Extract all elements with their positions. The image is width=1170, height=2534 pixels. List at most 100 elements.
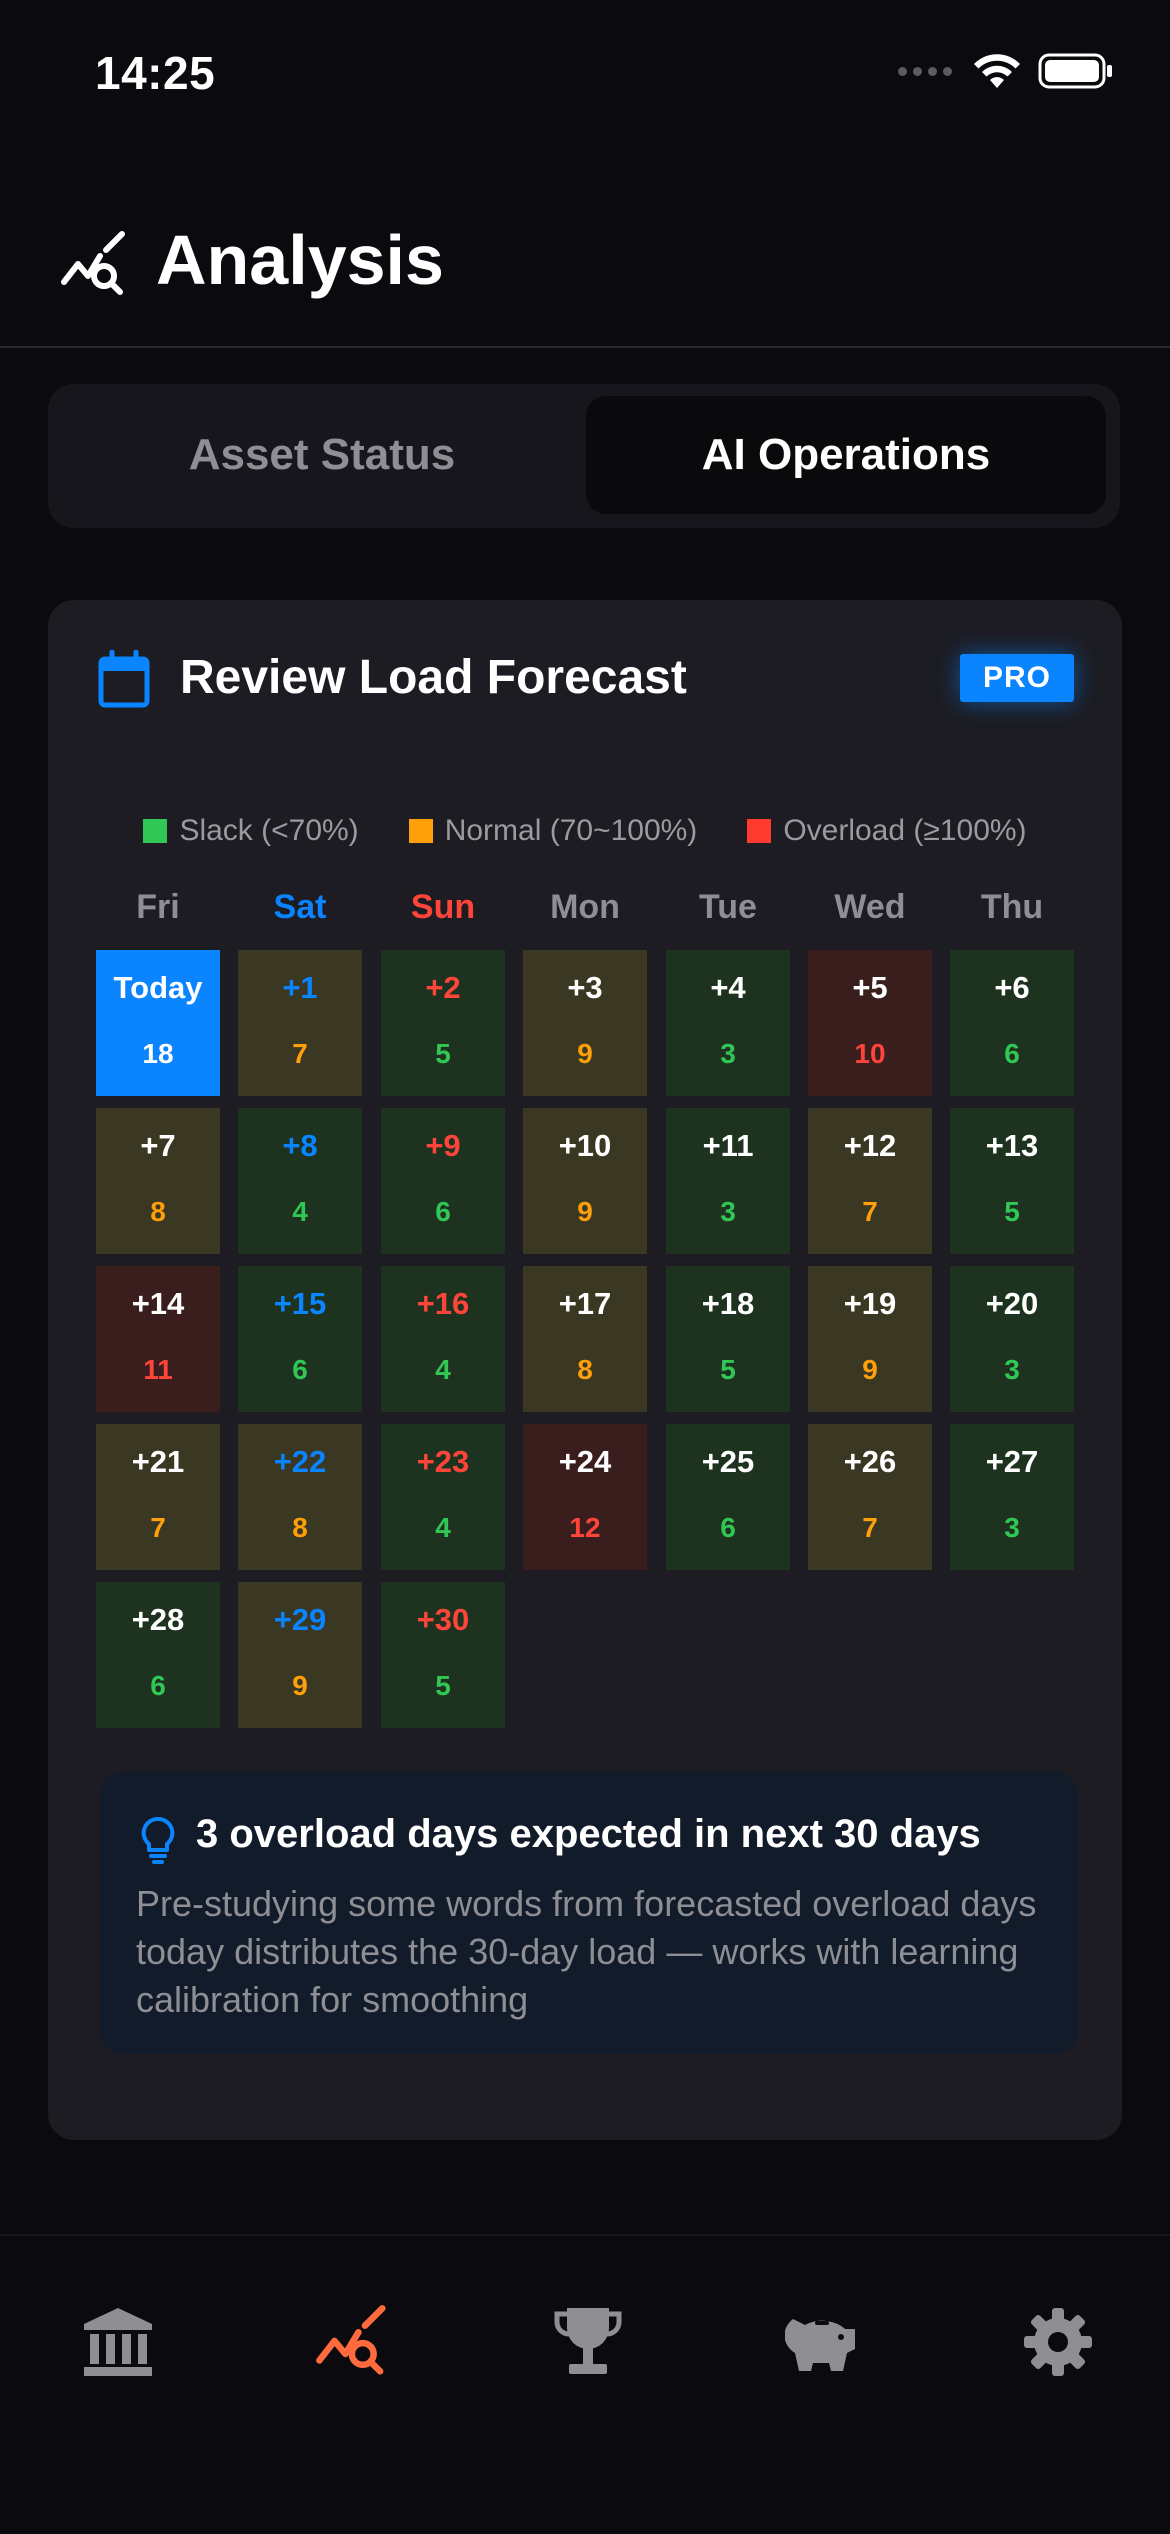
weekday-label: Tue — [699, 888, 757, 926]
day-offset-label: +23 — [416, 1444, 470, 1479]
bank-icon — [84, 2308, 152, 2376]
day-offset-label: +26 — [843, 1444, 897, 1479]
day-review-count: 5 — [1004, 1196, 1020, 1227]
insight-box: 3 overload days expected in next 30 days… — [100, 1772, 1078, 2054]
legend-label: Slack (<70%) — [179, 814, 359, 847]
day-offset-label: +14 — [131, 1286, 185, 1321]
weekday-label: Mon — [550, 888, 620, 926]
day-offset-label: +18 — [701, 1286, 755, 1321]
day-offset-label: +3 — [567, 970, 603, 1005]
day-offset-label: +29 — [273, 1602, 327, 1637]
forecast-day-cell: +1 7 — [238, 950, 362, 1096]
day-review-count: 7 — [150, 1512, 166, 1543]
weekday-label: Sat — [273, 888, 327, 926]
card-title: Review Load Forecast — [180, 651, 687, 704]
day-review-count: 9 — [577, 1038, 593, 1069]
analysis-icon — [316, 2305, 386, 2375]
forecast-day-cell: +5 10 — [808, 950, 932, 1096]
day-offset-label: Today — [113, 970, 203, 1005]
legend-item: Overload (≥100%) — [747, 814, 1027, 848]
forecast-day-cell: +29 9 — [238, 1582, 362, 1728]
insight-title: 3 overload days expected in next 30 days — [196, 1812, 981, 1856]
day-offset-label: +1 — [282, 970, 318, 1005]
forecast-day-cell: +26 7 — [808, 1424, 932, 1570]
forecast-day-cell: +8 4 — [238, 1108, 362, 1254]
day-review-count: 11 — [143, 1354, 173, 1385]
legend-swatch — [747, 819, 772, 843]
day-offset-label: +30 — [416, 1602, 470, 1637]
day-offset-label: +16 — [416, 1286, 470, 1321]
weekday-header-row: Fri Sat Sun Mon Tue Wed Thu — [96, 888, 1074, 938]
legend-item: Slack (<70%) — [143, 814, 359, 848]
day-offset-label: +6 — [994, 970, 1030, 1005]
forecast-day-cell: +12 7 — [808, 1108, 932, 1254]
cellular-signal-icon — [898, 66, 952, 76]
day-review-count: 4 — [435, 1512, 451, 1543]
piggy-bank-icon — [785, 2319, 855, 2371]
forecast-day-cell: +6 6 — [950, 950, 1074, 1096]
gear-icon — [1024, 2308, 1092, 2376]
insight-body: Pre-studying some words from forecasted … — [136, 1883, 1037, 2020]
forecast-day-cell: +27 3 — [950, 1424, 1074, 1570]
day-review-count: 6 — [720, 1512, 736, 1543]
day-offset-label: +22 — [273, 1444, 327, 1479]
tab-bank[interactable] — [68, 2292, 168, 2392]
day-offset-label: +5 — [852, 970, 888, 1005]
analysis-icon — [61, 231, 125, 295]
day-review-count: 10 — [854, 1038, 886, 1069]
forecast-day-cell: +28 6 — [96, 1582, 220, 1728]
forecast-day-cell: +15 6 — [238, 1266, 362, 1412]
day-review-count: 3 — [1004, 1512, 1020, 1543]
day-offset-label: +2 — [425, 970, 461, 1005]
tab-analysis[interactable] — [303, 2292, 403, 2392]
segmented-control: Asset Status AI Operations — [48, 384, 1120, 528]
trophy-icon — [554, 2308, 622, 2374]
forecast-day-cell: +30 5 — [381, 1582, 505, 1728]
day-offset-label: +13 — [985, 1128, 1039, 1163]
weekday-label: Thu — [980, 888, 1044, 926]
day-review-count: 4 — [435, 1354, 451, 1385]
tab-trophy[interactable] — [538, 2292, 638, 2392]
day-review-count: 5 — [435, 1670, 451, 1701]
day-offset-label: +24 — [558, 1444, 612, 1479]
forecast-day-cell: +7 8 — [96, 1108, 220, 1254]
forecast-day-cell: Today 18 — [96, 950, 220, 1096]
status-bar: 14:25 — [0, 0, 1170, 140]
day-offset-label: +25 — [701, 1444, 755, 1479]
legend-label: Overload (≥100%) — [783, 814, 1027, 847]
tab-ai-operations[interactable]: AI Operations — [586, 396, 1106, 514]
day-offset-label: +19 — [843, 1286, 897, 1321]
status-icons — [898, 52, 1114, 90]
forecast-day-cell: +20 3 — [950, 1266, 1074, 1412]
day-review-count: 7 — [862, 1196, 878, 1227]
day-offset-label: +20 — [985, 1286, 1039, 1321]
tab-savings[interactable] — [773, 2292, 873, 2392]
day-review-count: 3 — [1004, 1354, 1020, 1385]
forecast-day-cell: +18 5 — [666, 1266, 790, 1412]
day-offset-label: +4 — [710, 970, 746, 1005]
status-time: 14:25 — [95, 47, 216, 99]
weekday-label: Wed — [834, 888, 906, 926]
legend-swatch — [408, 819, 433, 843]
weekday-label: Sun — [410, 888, 476, 926]
legend-label: Normal (70~100%) — [444, 814, 698, 847]
forecast-day-cell: +21 7 — [96, 1424, 220, 1570]
forecast-day-cell: +9 6 — [381, 1108, 505, 1254]
page-header: Analysis — [0, 200, 1170, 348]
tab-settings[interactable] — [1008, 2292, 1108, 2392]
forecast-day-cell: +3 9 — [523, 950, 647, 1096]
day-review-count: 9 — [862, 1354, 878, 1385]
weekday-label: Fri — [136, 888, 180, 926]
day-review-count: 6 — [435, 1196, 451, 1227]
forecast-day-cell: +4 3 — [666, 950, 790, 1096]
day-review-count: 8 — [292, 1512, 308, 1543]
day-review-count: 6 — [1004, 1038, 1020, 1069]
tab-asset-status[interactable]: Asset Status — [188, 430, 456, 479]
day-offset-label: +28 — [131, 1602, 185, 1637]
forecast-day-cell: +22 8 — [238, 1424, 362, 1570]
day-review-count: 3 — [720, 1038, 736, 1069]
forecast-day-cell: +14 11 — [96, 1266, 220, 1412]
day-review-count: 5 — [435, 1038, 451, 1069]
day-offset-label: +10 — [558, 1128, 612, 1163]
forecast-day-cell: +17 8 — [523, 1266, 647, 1412]
